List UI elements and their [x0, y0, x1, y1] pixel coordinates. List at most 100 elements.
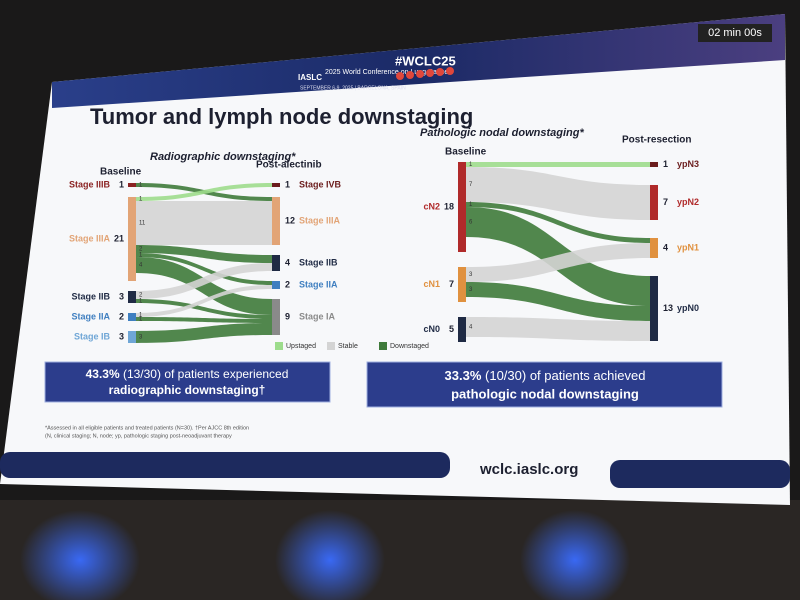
callout-box: [44, 361, 331, 403]
footnote: *Assessed in all eligible patients and t…: [45, 425, 249, 431]
node: [128, 197, 136, 281]
callout-box: [366, 361, 723, 408]
flow-label: 2: [139, 247, 143, 253]
callout-text: pathologic nodal downstaging: [451, 386, 639, 401]
node-value: 13: [663, 303, 673, 313]
node-value: 1: [285, 179, 290, 189]
node-value: 4: [663, 242, 668, 252]
node-value: 1: [663, 159, 668, 169]
node-value: 7: [449, 279, 454, 289]
flow-label: 4: [139, 263, 143, 269]
flow-label: 1: [469, 162, 473, 168]
legend-label: Upstaged: [286, 343, 316, 350]
node-value: 3: [119, 331, 124, 341]
callout: 43.3% (13/30) of patients experienced ra…: [44, 361, 331, 403]
light: [20, 510, 140, 600]
charts: Radiographic downstaging* Baseline Post-al…: [69, 127, 699, 350]
legend-swatch: [379, 342, 387, 350]
legend-swatch: [327, 342, 335, 350]
node-name: Stage IIB: [71, 291, 110, 301]
legend-label: Downstaged: [390, 343, 429, 350]
dates: SEPTEMBER 6-9, 2025 | BARCELONA, SPAIN: [300, 85, 406, 91]
footnote: (N, clinical staging; N, node; yp, patho…: [45, 433, 232, 439]
flow-label: 7: [469, 182, 473, 188]
callout-text: 33.3% (10/30) of patients achieved: [445, 368, 646, 383]
node: [272, 197, 280, 245]
node-value: 9: [285, 311, 290, 321]
node-value: 7: [663, 197, 668, 207]
flows: [136, 183, 272, 343]
footer-url: wclc.iaslc.org: [479, 461, 578, 478]
society: IASLC: [298, 73, 322, 82]
flow-label: 11: [139, 221, 146, 227]
node-name: ypN2: [677, 197, 699, 207]
node: [272, 183, 280, 187]
footer-bar: [0, 452, 450, 478]
node: [458, 317, 466, 342]
flow-label: 3: [139, 335, 143, 341]
flow: [466, 162, 650, 167]
node-value: 21: [114, 233, 124, 243]
callout-body: (10/30) of patients achieved: [481, 368, 645, 383]
column-label: Post-alectinib: [256, 160, 322, 171]
node: [272, 255, 280, 271]
node-value: 18: [444, 201, 454, 211]
flow: [466, 282, 650, 321]
timer: 02 min 00s: [708, 27, 762, 39]
node: [650, 238, 658, 258]
hashtag: #WCLC25: [395, 53, 456, 68]
flow-label: 1: [139, 317, 143, 323]
flow: [136, 323, 272, 343]
flow: [136, 317, 272, 323]
node-name: cN2: [423, 201, 440, 211]
callout-highlight: 43.3%: [86, 367, 120, 381]
sankey-chart: Pathologic nodal downstaging* Baseline Pos…: [420, 127, 699, 342]
flow-label: 1: [139, 183, 143, 189]
header-band: [52, 14, 785, 108]
node-value: 5: [449, 324, 454, 334]
flow: [136, 263, 272, 299]
legend-label: Stable: [338, 343, 358, 350]
conference: 2025 World Conference on Lung Cancer: [325, 69, 451, 76]
node: [458, 162, 466, 252]
node: [128, 291, 136, 303]
node-name: ypN3: [677, 159, 699, 169]
node: [128, 331, 136, 343]
chart-title: Pathologic nodal downstaging*: [420, 127, 584, 139]
light: [520, 510, 630, 600]
callout-text: radiographic downstaging†: [109, 383, 266, 397]
light: [275, 510, 385, 600]
flow-label: 1: [469, 202, 473, 208]
flow: [136, 253, 272, 285]
node-name: Stage IB: [74, 331, 111, 341]
flow: [466, 243, 650, 282]
node: [272, 299, 280, 335]
flow: [136, 201, 272, 245]
callout-highlight: 33.3%: [445, 368, 482, 383]
flow-label: 1: [139, 253, 143, 259]
callout: 33.3% (10/30) of patients achieved patho…: [366, 361, 723, 408]
node-value: 4: [285, 257, 290, 267]
flow: [136, 285, 272, 317]
node-name: Stage IVB: [299, 179, 342, 189]
column-label: Baseline: [445, 147, 487, 158]
flow-label: 3: [469, 287, 473, 293]
node-value: 2: [285, 279, 290, 289]
column-label: Baseline: [100, 167, 142, 178]
timer-box: [698, 24, 772, 42]
slide-title: Tumor and lymph node downstaging: [90, 104, 473, 129]
flow-label: 1: [139, 313, 143, 319]
flow-label: 3: [469, 272, 473, 278]
node-value: 1: [119, 179, 124, 189]
node-name: Stage IIIA: [299, 215, 341, 225]
node-name: cN0: [423, 324, 440, 334]
node-name: Stage IIA: [71, 311, 110, 321]
footer-bar: [610, 460, 790, 488]
node-name: Stage IA: [299, 311, 336, 321]
flow-label: 6: [469, 220, 473, 226]
callout-text: 43.3% (13/30) of patients experienced: [86, 367, 289, 381]
column-label: Post-resection: [622, 135, 691, 146]
node-name: Stage IIIA: [69, 233, 111, 243]
node-value: 3: [119, 291, 124, 301]
